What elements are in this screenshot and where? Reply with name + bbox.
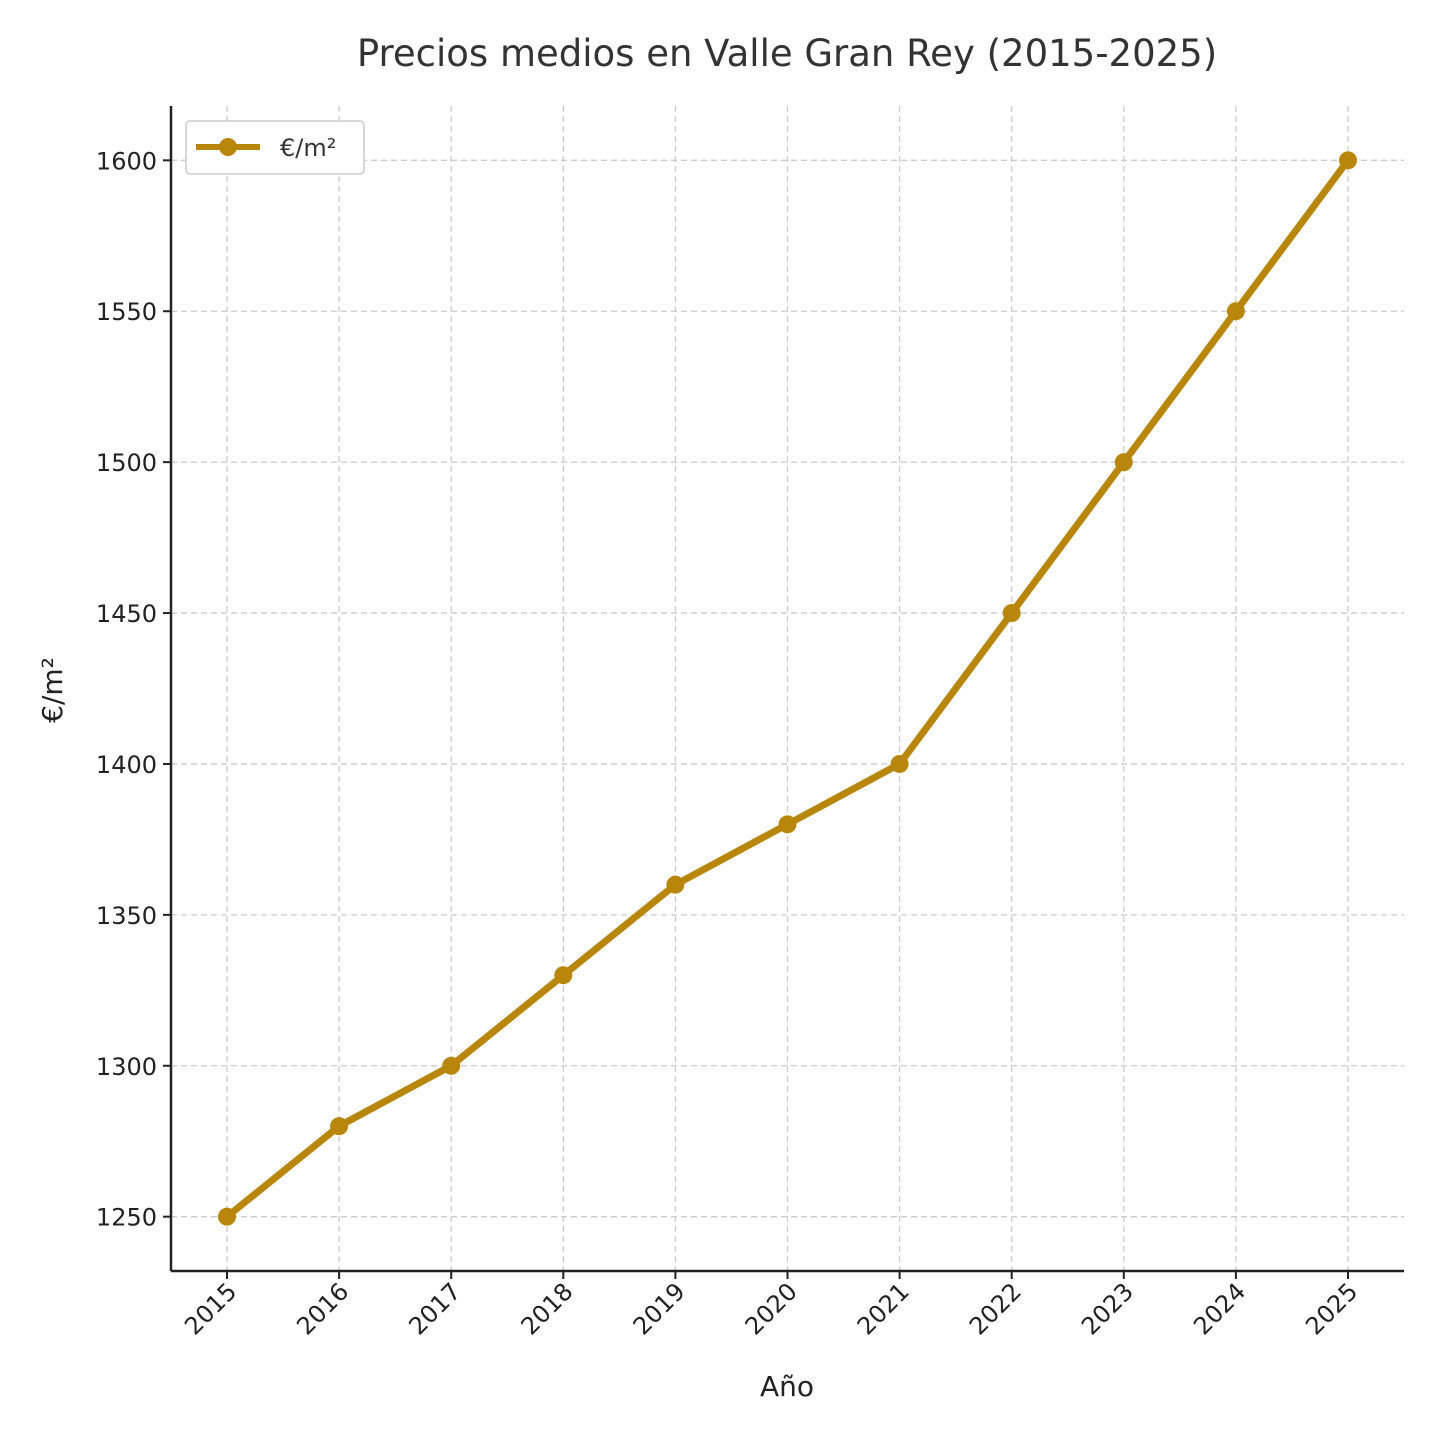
chart-title: Precios medios en Valle Gran Rey (2015-2… [357, 32, 1217, 75]
legend-box [185, 120, 365, 175]
x-tick-label: 2021 [852, 1277, 915, 1340]
legend: €/m² [185, 120, 365, 175]
x-tick-label: 2019 [628, 1277, 691, 1340]
y-tick-label: 1300 [96, 1053, 157, 1081]
data-point [554, 966, 573, 985]
data-point [666, 875, 685, 894]
data-point [1226, 302, 1245, 321]
data-point [1339, 151, 1357, 170]
y-tick-label: 1400 [96, 751, 157, 779]
y-tick-label: 1250 [96, 1204, 157, 1232]
data-point [218, 1207, 236, 1226]
x-tick-label: 2018 [516, 1277, 579, 1340]
data-point [1114, 453, 1133, 472]
data-point [778, 815, 797, 834]
x-tick-label: 2015 [179, 1277, 242, 1340]
y-tick-label: 1550 [96, 298, 157, 326]
x-tick-label: 2024 [1188, 1277, 1251, 1340]
x-tick-label: 2016 [291, 1277, 354, 1340]
x-tick-label: 2020 [740, 1277, 803, 1340]
legend-label: €/m² [280, 134, 336, 162]
y-axis-title: €/m² [36, 657, 69, 723]
y-tick-label: 1450 [96, 600, 157, 628]
data-point [1002, 604, 1021, 623]
data-point [330, 1117, 349, 1136]
x-tick-label: 2022 [964, 1277, 1027, 1340]
series-layer [218, 151, 1357, 1226]
x-tick-label: 2023 [1076, 1277, 1139, 1340]
x-axis-ticks: 2015 2016 2017 2018 2019 2020 2021 2022 2023 2024… [179, 1271, 1363, 1340]
x-tick-label: 2025 [1300, 1277, 1363, 1340]
data-point [442, 1056, 461, 1075]
x-axis-title: Año [760, 1370, 814, 1403]
y-tick-label: 1600 [96, 147, 157, 175]
x-tick-label: 2017 [403, 1277, 466, 1340]
y-tick-label: 1350 [96, 902, 157, 930]
data-point [890, 754, 909, 773]
y-tick-label: 1500 [96, 449, 157, 477]
grid [171, 106, 1404, 1271]
y-axis-ticks: 1250 1300 1350 1400 1450 1500 1550 1600 [96, 147, 171, 1232]
legend-marker [219, 138, 237, 156]
